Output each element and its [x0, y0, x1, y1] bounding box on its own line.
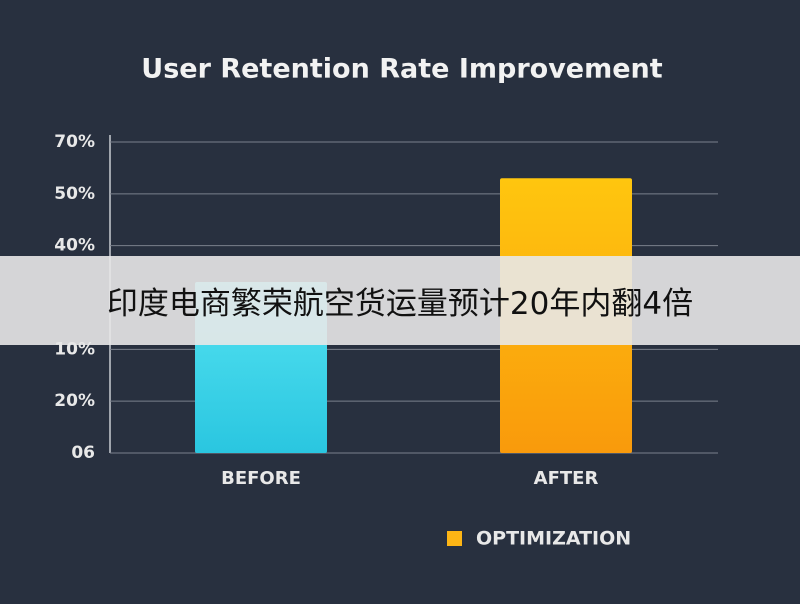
y-tick-label: 20% [54, 391, 95, 411]
y-tick-label: 50% [54, 184, 95, 204]
legend-label: OPTIMIZATION [476, 528, 631, 550]
x-tick-label: AFTER [534, 468, 599, 489]
y-tick-label: 70% [54, 132, 95, 152]
legend-swatch [447, 531, 462, 546]
x-tick-label: BEFORE [221, 468, 301, 489]
chart-title: User Retention Rate Improvement [141, 54, 662, 85]
y-tick-label: 40% [54, 236, 95, 256]
y-tick-label: 06 [71, 443, 95, 463]
overlay-banner: 印度电商繁荣航空货运量预计20年内翻4倍 [0, 256, 800, 345]
